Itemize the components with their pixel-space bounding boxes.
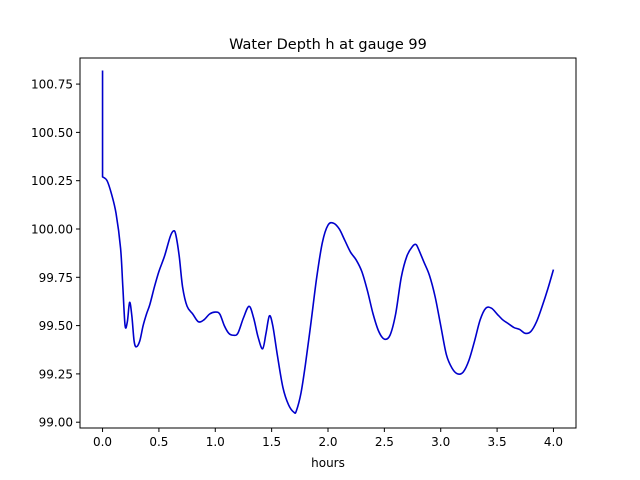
x-tick-label: 0.5 — [149, 435, 168, 449]
x-tick-label: 2.0 — [318, 435, 337, 449]
y-tick-label: 99.75 — [39, 271, 73, 285]
x-tick-label: 3.5 — [488, 435, 507, 449]
x-axis-label: hours — [311, 456, 345, 470]
y-tick-label: 99.00 — [39, 416, 73, 430]
x-tick-label: 1.5 — [262, 435, 281, 449]
y-tick-label: 100.00 — [31, 222, 73, 236]
x-tick-label: 3.0 — [431, 435, 450, 449]
series-line-0 — [101, 70, 555, 415]
y-tick-label: 99.50 — [39, 319, 73, 333]
y-tick-label: 100.25 — [31, 174, 73, 188]
x-tick-label: 2.5 — [375, 435, 394, 449]
axes-frame — [79, 57, 577, 429]
x-tick-label: 0.0 — [93, 435, 112, 449]
y-tick-label: 99.25 — [39, 367, 73, 381]
y-tick-label: 100.75 — [31, 78, 73, 92]
y-tick-label: 100.50 — [31, 126, 73, 140]
x-tick-label: 1.0 — [206, 435, 225, 449]
x-axis: 0.0 0.5 1.0 1.5 2.0 2.5 3.0 3.5 4.0 — [93, 428, 563, 449]
y-axis: 99.00 99.25 99.50 99.75 100.00 100.25 100.50 10… — [31, 78, 80, 430]
plot-area — [101, 70, 555, 415]
x-tick-label: 4.0 — [544, 435, 563, 449]
chart-title: Water Depth h at gauge 99 — [229, 37, 427, 53]
